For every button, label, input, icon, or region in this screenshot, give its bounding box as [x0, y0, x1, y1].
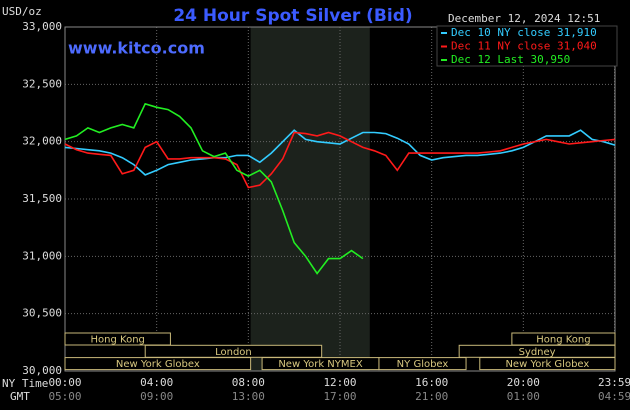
y-tick-label: 31,500: [22, 192, 62, 205]
plot-frame: [64, 26, 616, 372]
series-line: [64, 131, 616, 189]
x-axis-label: NY Time: [2, 377, 48, 390]
session-label: Hong Kong: [536, 335, 590, 346]
chart-title: 24 Hour Spot Silver (Bid): [173, 6, 412, 26]
session-bar: [64, 357, 252, 371]
y-tick-label: 32,000: [22, 135, 62, 148]
x-tick-label: 23:59: [598, 376, 630, 389]
session-label: Hong Kong: [91, 335, 145, 346]
session-label: New York Globex: [505, 359, 589, 370]
session-label: NY Globex: [397, 359, 449, 370]
legend-box: [436, 25, 618, 67]
unit-label: USD/oz: [2, 5, 42, 18]
y-tick-label: 30,000: [22, 364, 62, 377]
timestamp: December 12, 2024 12:51: [448, 12, 600, 25]
x2-tick-label: 09:00: [140, 390, 173, 403]
y-tick-label: 33,000: [22, 20, 62, 33]
x2-tick-label: 04:59: [598, 390, 630, 403]
series-line: [64, 129, 616, 176]
x-tick-label: 00:00: [48, 376, 81, 389]
x2-tick-label: 17:00: [323, 390, 356, 403]
y-tick-label: 30,500: [22, 307, 62, 320]
y-tick-label: 31,000: [22, 249, 62, 262]
x-tick-label: 08:00: [232, 376, 265, 389]
session-label: Sydney: [519, 347, 556, 358]
x2-tick-label: 05:00: [48, 390, 81, 403]
x-tick-label: 04:00: [140, 376, 173, 389]
session-label: New York NYMEX: [278, 359, 363, 370]
x-tick-label: 16:00: [415, 376, 448, 389]
y-tick-label: 32,500: [22, 77, 62, 90]
session-label: New York Globex: [116, 359, 200, 370]
legend-entry: Dec 11 NY close 31,040: [451, 40, 597, 53]
nymex-shade: [250, 27, 370, 371]
x2-tick-label: 21:00: [415, 390, 448, 403]
session-label: London: [215, 347, 252, 358]
legend-entry: Dec 12 Last 30,950: [451, 53, 570, 66]
legend-entry: Dec 10 NY close 31,910: [451, 26, 597, 39]
session-bar: [479, 357, 616, 371]
x2-tick-label: 01:00: [507, 390, 540, 403]
session-bar: [64, 332, 171, 346]
x-tick-label: 20:00: [507, 376, 540, 389]
source-url: www.kitco.com: [68, 39, 205, 58]
x2-axis-label: GMT: [10, 390, 30, 403]
x2-tick-label: 13:00: [232, 390, 265, 403]
x-tick-label: 12:00: [323, 376, 356, 389]
series-line: [64, 102, 364, 275]
session-bar: [378, 357, 467, 371]
